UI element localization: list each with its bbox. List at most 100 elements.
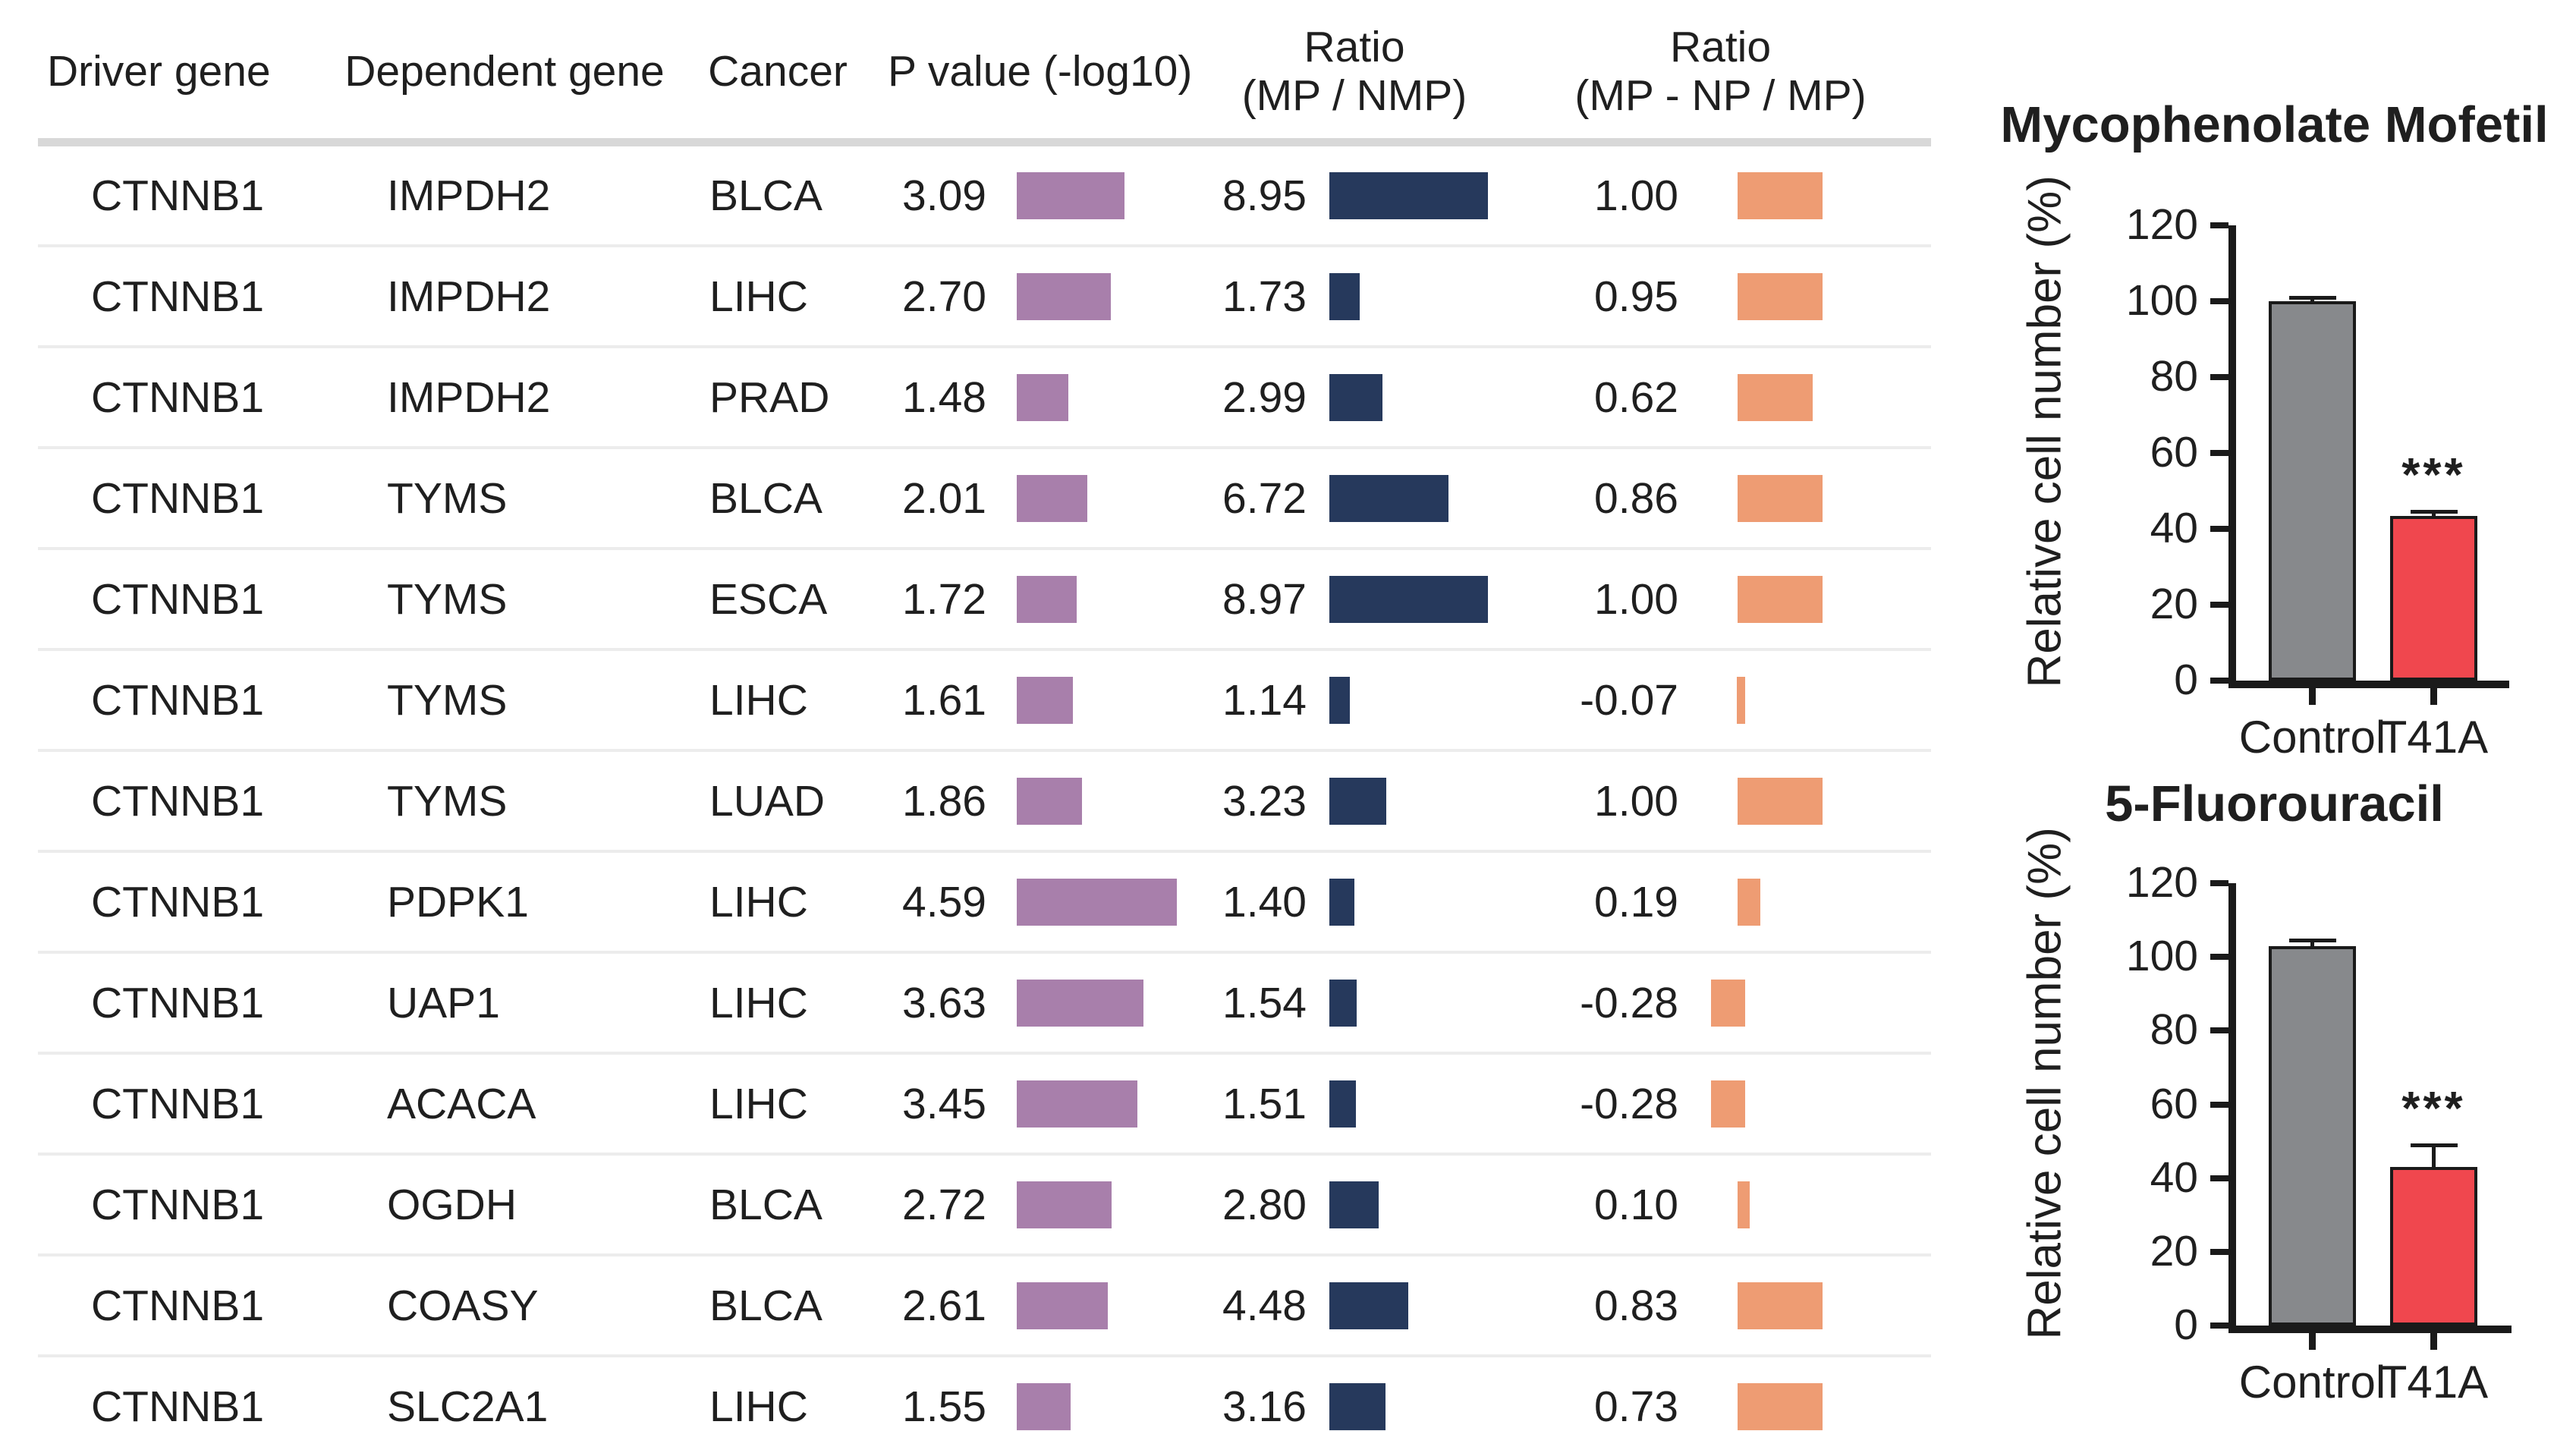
ratio-mp-np-mp-cell: -0.07 (1580, 675, 1678, 725)
p-value-bar (1017, 474, 1087, 522)
ratio-mp-nmp-bar (1329, 1181, 1379, 1228)
header-ratio-mp-np-mp-line1: Ratio (1669, 23, 1772, 72)
ratio-mp-np-mp-bar (1738, 1181, 1750, 1228)
chart-title: 5-Fluorouracil (2105, 775, 2444, 832)
ratio-mp-np-mp-bar (1738, 575, 1823, 623)
ratio-mp-nmp-bar-cell (1328, 1382, 1510, 1430)
p-value-bar (1017, 777, 1082, 825)
table-row: CTNNB1 TYMS ESCA 1.72 8.97 1.00 (38, 550, 1931, 651)
driver-gene-cell: CTNNB1 (91, 574, 265, 624)
ratio-mp-nmp-bar (1329, 1282, 1409, 1329)
p-value-bar (1017, 1382, 1071, 1430)
ratio-mp-nmp-bar (1329, 171, 1488, 219)
p-value-cell: 2.72 (902, 1180, 986, 1229)
y-tick-label: 60 (2150, 1079, 2198, 1128)
header-ratio-mp-nmp: Ratio (MP / NMP) (1199, 23, 1510, 121)
p-value-bar-cell (1017, 474, 1199, 522)
ratio-mp-nmp-bar-cell (1328, 878, 1510, 926)
ratio-mp-np-mp-bar (1738, 777, 1823, 825)
ratio-mp-np-mp-cell: -0.28 (1580, 1079, 1678, 1128)
cancer-cell: BLCA (709, 171, 822, 220)
ratio-mp-nmp-bar (1329, 878, 1354, 926)
ratio-mp-nmp-cell: 1.14 (1222, 675, 1307, 725)
y-tick-label: 40 (2150, 504, 2198, 552)
ratio-mp-np-mp-bar (1738, 474, 1823, 522)
cancer-cell: LIHC (709, 877, 808, 926)
table-row: CTNNB1 UAP1 LIHC 3.63 1.54 -0.28 (38, 954, 1931, 1055)
p-value-bar-cell (1017, 575, 1199, 623)
p-value-bar (1017, 373, 1069, 421)
ratio-mp-np-mp-bar (1738, 1382, 1823, 1430)
y-tick-label: 100 (2125, 932, 2198, 981)
x-tick (2309, 688, 2316, 705)
p-value-bar-cell (1017, 979, 1199, 1027)
cancer-cell: LUAD (709, 776, 826, 826)
dependent-gene-cell: IMPDH2 (387, 171, 551, 220)
x-tick (2430, 688, 2437, 705)
p-value-cell: 1.72 (902, 574, 986, 624)
p-value-bar (1017, 1282, 1109, 1329)
p-value-bar-cell (1017, 878, 1199, 926)
y-tick (2210, 880, 2228, 886)
dependent-gene-cell: ACACA (387, 1079, 536, 1128)
y-tick-label: 100 (2125, 276, 2198, 325)
cancer-cell: BLCA (709, 1180, 822, 1229)
p-value-bar-cell (1017, 373, 1199, 421)
dependent-gene-cell: TYMS (387, 776, 508, 826)
y-tick (2210, 1027, 2228, 1034)
p-value-bar (1017, 676, 1074, 724)
ratio-mp-np-mp-cell: 0.73 (1594, 1382, 1678, 1431)
y-tick-label: 120 (2125, 200, 2198, 249)
ratio-mp-nmp-bar-cell (1328, 777, 1510, 825)
p-value-bar-cell (1017, 1181, 1199, 1228)
ratio-mp-nmp-bar (1329, 575, 1488, 623)
driver-gene-cell: CTNNB1 (91, 675, 265, 725)
ratio-mp-nmp-cell: 2.80 (1222, 1180, 1307, 1229)
header-ratio-mp-np-mp: Ratio (MP - NP / MP) (1510, 23, 1931, 121)
driver-gene-cell: CTNNB1 (91, 877, 265, 926)
ratio-mp-np-mp-bar-cell (1684, 575, 1931, 623)
p-value-bar-cell (1017, 1080, 1199, 1128)
error-bar-cap (2410, 510, 2458, 514)
dependent-gene-cell: TYMS (387, 675, 508, 725)
y-tick (2210, 1248, 2228, 1255)
p-value-bar-cell (1017, 272, 1199, 320)
ratio-mp-nmp-bar-cell (1328, 575, 1510, 623)
y-tick (2210, 374, 2228, 380)
table-row: CTNNB1 TYMS BLCA 2.01 6.72 0.86 (38, 449, 1931, 550)
ratio-mp-nmp-bar-cell (1328, 272, 1510, 320)
table-row: CTNNB1 COASY BLCA 2.61 4.48 0.83 (38, 1256, 1931, 1357)
plot-area: 0 20 40 60 80 100 120 Control *** T41A (2126, 203, 2509, 763)
ratio-mp-np-mp-bar-cell (1684, 373, 1931, 421)
ratio-mp-nmp-bar (1329, 777, 1387, 825)
table-row: CTNNB1 TYMS LIHC 1.61 1.14 -0.07 (38, 651, 1931, 752)
y-tick-label: 80 (2150, 1005, 2198, 1055)
dependent-gene-cell: COASY (387, 1281, 539, 1330)
ratio-mp-nmp-bar-cell (1328, 979, 1510, 1027)
ratio-mp-np-mp-bar-cell (1684, 272, 1931, 320)
ratio-mp-nmp-bar (1329, 474, 1448, 522)
ratio-mp-nmp-cell: 1.54 (1222, 978, 1307, 1027)
p-value-bar-cell (1017, 777, 1199, 825)
y-tick (2210, 526, 2228, 532)
y-axis-label: Relative cell number (%) (2018, 175, 2071, 688)
ratio-mp-nmp-bar (1329, 1382, 1386, 1430)
ratio-mp-np-mp-bar (1738, 1282, 1823, 1329)
ratio-mp-np-mp-cell: 1.00 (1594, 574, 1678, 624)
p-value-bar-cell (1017, 1282, 1199, 1329)
p-value-bar (1017, 272, 1112, 320)
cancer-cell: ESCA (709, 574, 828, 624)
dependent-gene-cell: IMPDH2 (387, 272, 551, 321)
y-tick-label: 20 (2150, 1226, 2198, 1275)
significance-stars: *** (2401, 449, 2466, 502)
cancer-cell: LIHC (709, 1382, 808, 1431)
ratio-mp-np-mp-bar (1738, 171, 1823, 219)
y-tick-label: 40 (2150, 1153, 2198, 1202)
ratio-mp-nmp-bar-cell (1328, 474, 1510, 522)
ratio-mp-nmp-bar-cell (1328, 373, 1510, 421)
y-tick (2210, 298, 2228, 304)
driver-gene-cell: CTNNB1 (91, 272, 265, 321)
ratio-mp-nmp-bar-cell (1328, 1080, 1510, 1128)
header-ratio-mp-np-mp-line2: (MP - NP / MP) (1574, 71, 1867, 120)
chart-title: Mycophenolate Mofetil (2000, 96, 2549, 153)
